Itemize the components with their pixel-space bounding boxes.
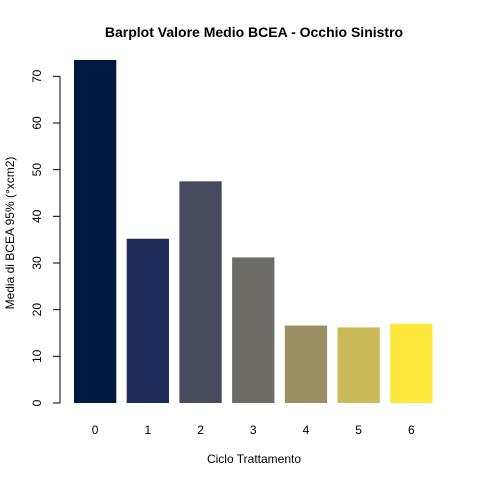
x-tick-label: 1: [145, 423, 152, 437]
x-tick-label: 5: [355, 423, 362, 437]
bar-0: [74, 60, 117, 403]
y-tick-label: 50: [30, 163, 44, 177]
x-tick-label: 6: [408, 423, 415, 437]
y-tick-label: 70: [30, 69, 44, 83]
y-axis: 0 10 20 30 40 50 60 70: [30, 69, 61, 406]
y-tick-label: 10: [30, 349, 44, 363]
y-tick-label: 60: [30, 116, 44, 130]
chart-title: Barplot Valore Medio BCEA - Occhio Sinis…: [105, 24, 403, 40]
bar-1: [126, 238, 169, 403]
bar-2: [179, 181, 222, 403]
y-tick-label: 30: [30, 256, 44, 270]
y-axis-label: Media di BCEA 95% (°xcm2): [3, 157, 17, 310]
bar-6: [390, 323, 433, 403]
x-tick-label: 2: [197, 423, 204, 437]
x-axis-label: Ciclo Trattamento: [207, 452, 301, 466]
x-tick-label: 4: [303, 423, 310, 437]
y-tick-label: 0: [30, 399, 44, 406]
bars: [74, 60, 433, 403]
x-axis-tick-labels: 0 1 2 3 4 5 6: [92, 423, 415, 437]
bar-4: [284, 325, 328, 403]
x-tick-label: 0: [92, 423, 99, 437]
y-tick-label: 20: [30, 303, 44, 317]
bar-5: [337, 327, 380, 403]
y-tick-label: 40: [30, 209, 44, 223]
bar-3: [232, 257, 275, 403]
x-tick-label: 3: [250, 423, 257, 437]
